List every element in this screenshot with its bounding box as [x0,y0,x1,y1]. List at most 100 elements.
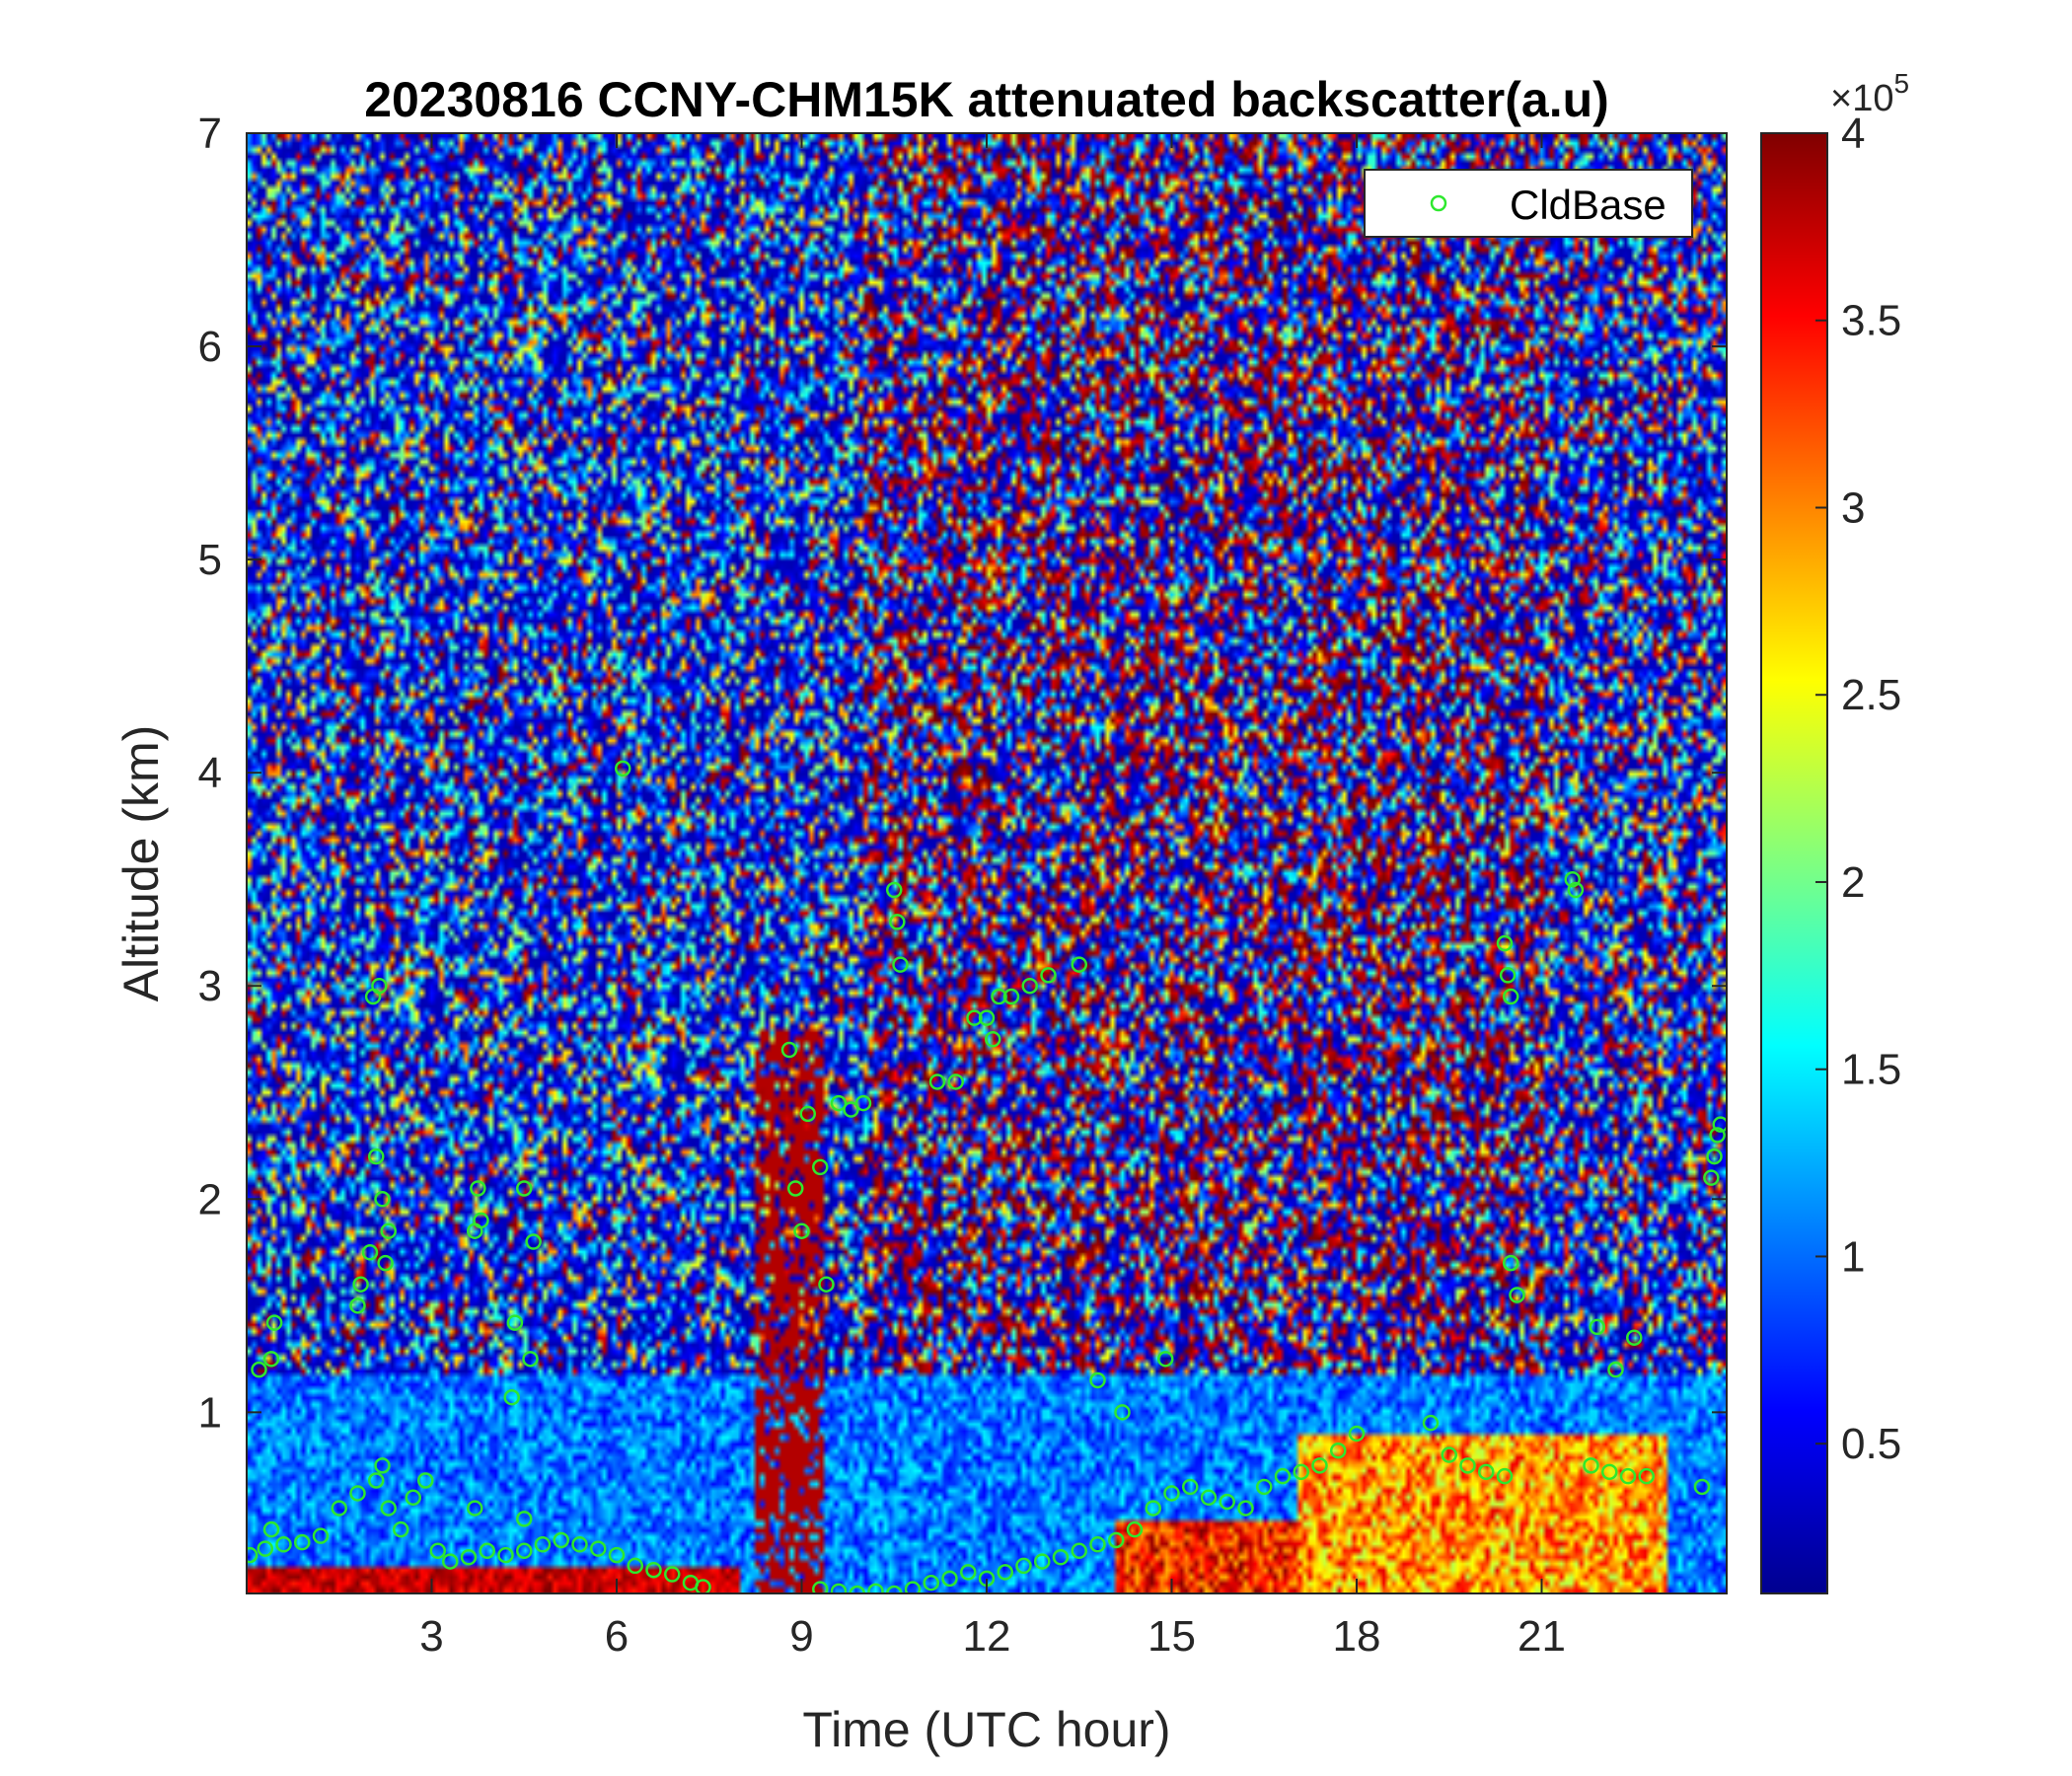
cloud-base-point [928,1073,946,1090]
cloud-base-point [985,1030,1001,1048]
x-axis-label: Time (UTC hour) [802,1702,1170,1757]
cloud-base-point [1015,1557,1032,1575]
cloud-base-point [417,1472,434,1489]
cloud-base-point [506,1314,524,1331]
cloud-base-point [1089,1536,1106,1553]
cloud-base-point [467,1500,483,1517]
cloud-base-point [812,1158,829,1176]
cloud-base-point [904,1581,922,1593]
cloud-base-point [923,1574,939,1591]
cloud-base-point [1145,1500,1161,1517]
cloud-base-point [1601,1463,1618,1481]
cloud-base-point [525,1233,542,1250]
cloud-base-point [1126,1520,1144,1538]
colorbar-border [1760,132,1828,1594]
cloud-base-point [275,1536,292,1553]
cloud-base-point [380,1222,397,1239]
cloud-base-point [1619,1467,1637,1485]
cloud-base-point [262,1520,280,1538]
cloud-base-point [615,760,631,777]
cloud-base-point [1583,1457,1599,1474]
cloud-base-point [331,1500,347,1517]
y-tick-label: 5 [198,536,222,584]
cloud-base-point [1503,988,1519,1005]
cloud-base-point [393,1520,409,1538]
cloud-base-point [818,1276,835,1293]
cloud-base-point [377,1254,394,1272]
cloud-base-point [1330,1442,1347,1459]
colorbar-gradient [1761,133,1827,1593]
y-tick-label: 6 [198,323,222,371]
y-tick-label: 2 [198,1175,222,1223]
cloud-base-point [1567,881,1585,899]
x-tick-label: 18 [1333,1612,1381,1661]
cloud-base-point [1034,1553,1051,1570]
cloud-base-point [1348,1425,1366,1443]
colorbar-ticks: 0.5 1 1.5 2 2.5 3 3.5 4 [1815,110,1901,1468]
cloud-base-point [460,1549,478,1566]
cloud-base-point [941,1570,958,1588]
x-tick-label: 12 [963,1612,1011,1661]
cloud-base-point [849,1585,865,1593]
cloud-base-point [1496,934,1514,952]
cloud-base-point [627,1557,643,1575]
cloud-base-point [991,988,1007,1005]
cloud-base-point [1589,1318,1605,1336]
x-tick-label: 6 [605,1612,629,1661]
cloud-base-point [429,1542,446,1560]
cloud-base-point [294,1533,311,1551]
cloud-base-point [1293,1463,1309,1481]
cloud-base-point [349,1485,366,1502]
heatmap-image [247,133,1727,1593]
legend: CldBase [1364,169,1693,238]
cloud-base-point [1712,1116,1727,1133]
cloud-base-point [1441,1446,1457,1463]
cloud-base-point [1157,1351,1174,1368]
cloud-base-point [368,1147,385,1165]
cloud-base-point [1478,1463,1495,1481]
cloud-base-point [812,1581,829,1593]
cloud-base-point [1200,1489,1218,1507]
cloud-base-point [522,1351,539,1368]
cloud-base-point [1422,1414,1440,1432]
cloud-base-point [262,1351,280,1368]
cloud-base-point [1256,1478,1273,1496]
cloud-base-point [997,1564,1013,1581]
cloud-base-point [1052,1549,1070,1566]
cloud-base-point [793,1222,810,1239]
cloud-base-point [854,1094,872,1112]
legend-label-cldbase: CldBase [1510,182,1666,228]
cloud-base-point [312,1527,330,1544]
cloud-base-point [966,1009,983,1026]
cloud-base-point [1108,1531,1125,1549]
cloud-base-point [867,1583,884,1593]
cloud-base-point [664,1566,681,1583]
cloud-base-point [889,914,906,930]
cloud-base-point [1163,1485,1180,1502]
colorbar-tick-label: 1 [1841,1232,1865,1281]
cloud-base-point [1626,1329,1643,1346]
colorbar: 0.5 1 1.5 2 2.5 3 3.5 4 ×105 [1760,68,1909,1594]
cloud-base-point [1311,1457,1328,1474]
colorbar-tick-label: 4 [1841,110,1865,158]
cloud-base-point [695,1579,711,1593]
legend-marker-cldbase [1430,194,1447,212]
chart-title: 20230816 CCNY-CHM15K attenuated backscat… [364,72,1609,127]
cloud-base-point [886,1585,903,1593]
cloud-base-point [1703,1169,1720,1186]
colorbar-tick-label: 1.5 [1841,1046,1901,1094]
legend-box [1364,169,1693,238]
y-axis-label: Altitude (km) [113,725,169,1002]
cloud-base-point [1706,1147,1723,1165]
cloud-base-point [257,1540,273,1557]
colorbar-tick-label: 0.5 [1841,1420,1901,1468]
cloud-base-point [590,1540,607,1557]
cloud-base-point [1219,1493,1235,1511]
cloud-base-point [645,1561,662,1579]
cloud-base-point [1114,1404,1131,1421]
cloud-base-point [1459,1457,1476,1474]
cloud-base-point [374,1457,391,1474]
cloud-base-point [516,1542,533,1560]
